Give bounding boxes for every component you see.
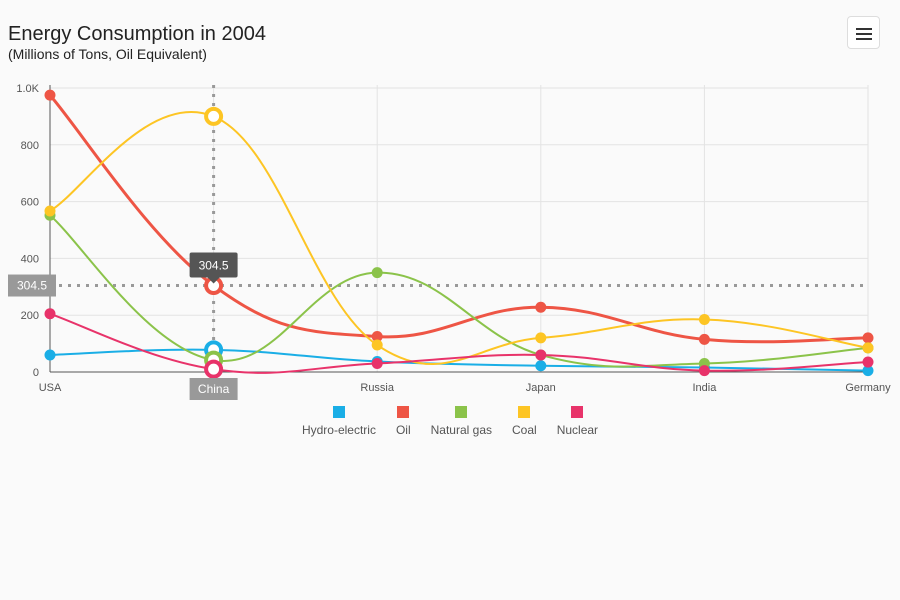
crosshair-y-label: 304.5	[17, 279, 47, 293]
legend-swatch	[571, 406, 584, 418]
crosshair-x-label: China	[198, 382, 230, 396]
x-tick-label: Japan	[526, 382, 556, 394]
data-point-coal[interactable]	[862, 342, 874, 354]
y-tick-label: 600	[21, 197, 39, 209]
crosshair-y-label-bg	[8, 274, 56, 297]
data-point-hydro-electric[interactable]	[535, 360, 547, 372]
data-point-oil[interactable]	[371, 331, 383, 342]
crosshair-x-label-bg	[189, 378, 238, 400]
data-point-hydro-electric[interactable]	[862, 365, 874, 377]
data-point-oil[interactable]	[698, 333, 710, 345]
legend-swatch	[518, 406, 531, 418]
tooltip-bg	[189, 252, 238, 278]
data-point-oil[interactable]	[44, 89, 56, 101]
data-point-nuclear[interactable]	[204, 359, 224, 379]
y-tick-label: 200	[21, 310, 39, 322]
legend-item[interactable]: Oil	[396, 406, 411, 437]
data-point-coal[interactable]	[371, 339, 383, 351]
data-point-coal[interactable]	[204, 106, 224, 126]
series-line-hydro-electric	[49, 348, 869, 372]
data-point-coal[interactable]	[535, 332, 547, 344]
data-point-hydro-electric[interactable]	[44, 349, 56, 361]
chart-legend: Hydro-electric Oil Natural gas Coal Nuclear	[0, 406, 900, 437]
legend-label: Nuclear	[556, 423, 599, 437]
data-point-nuclear[interactable]	[44, 308, 56, 320]
x-tick-label: India	[692, 382, 717, 394]
x-tick-label: USA	[39, 382, 62, 394]
chart-title: Energy Consumption in 2004	[8, 23, 266, 45]
y-tick-label: 800	[21, 140, 39, 152]
series-line-coal	[49, 110, 869, 366]
y-tick-label: 1.0K	[16, 83, 39, 95]
legend-label: Oil	[395, 423, 411, 437]
data-point-coal[interactable]	[698, 313, 710, 325]
data-point-natural-gas[interactable]	[371, 267, 383, 279]
legend-item[interactable]: Coal	[512, 406, 537, 437]
x-tick-label: Germany	[845, 382, 891, 394]
legend-swatch	[455, 406, 468, 418]
data-point-nuclear[interactable]	[535, 349, 547, 361]
chart-subtitle: (Millions of Tons, Oil Equivalent)	[8, 46, 207, 62]
data-point-oil[interactable]	[862, 332, 874, 344]
legend-label: Coal	[512, 423, 537, 437]
y-tick-label: 400	[21, 253, 39, 265]
x-tick-label: Russia	[360, 382, 395, 394]
series-line-nuclear	[49, 312, 869, 374]
legend-item[interactable]: Hydro-electric	[302, 406, 376, 437]
y-tick-label: 0	[33, 367, 39, 379]
data-point-nuclear[interactable]	[371, 357, 383, 369]
legend-swatch	[332, 406, 345, 418]
tooltip-text: 304.5	[199, 259, 229, 273]
data-point-nuclear[interactable]	[862, 356, 874, 368]
series-line-oil	[48, 94, 869, 344]
series-line-natural-gas	[49, 214, 869, 368]
hamburger-menu-icon[interactable]	[847, 16, 880, 49]
legend-item[interactable]: Nuclear	[557, 406, 598, 437]
legend-label: Natural gas	[430, 423, 492, 437]
data-point-coal[interactable]	[44, 205, 56, 217]
data-point-oil[interactable]	[535, 301, 547, 313]
legend-item[interactable]: Natural gas	[431, 406, 492, 437]
legend-label: Hydro-electric	[301, 423, 376, 437]
data-point-nuclear[interactable]	[698, 365, 710, 377]
tooltip-arrow	[207, 277, 220, 284]
legend-swatch	[397, 406, 410, 418]
